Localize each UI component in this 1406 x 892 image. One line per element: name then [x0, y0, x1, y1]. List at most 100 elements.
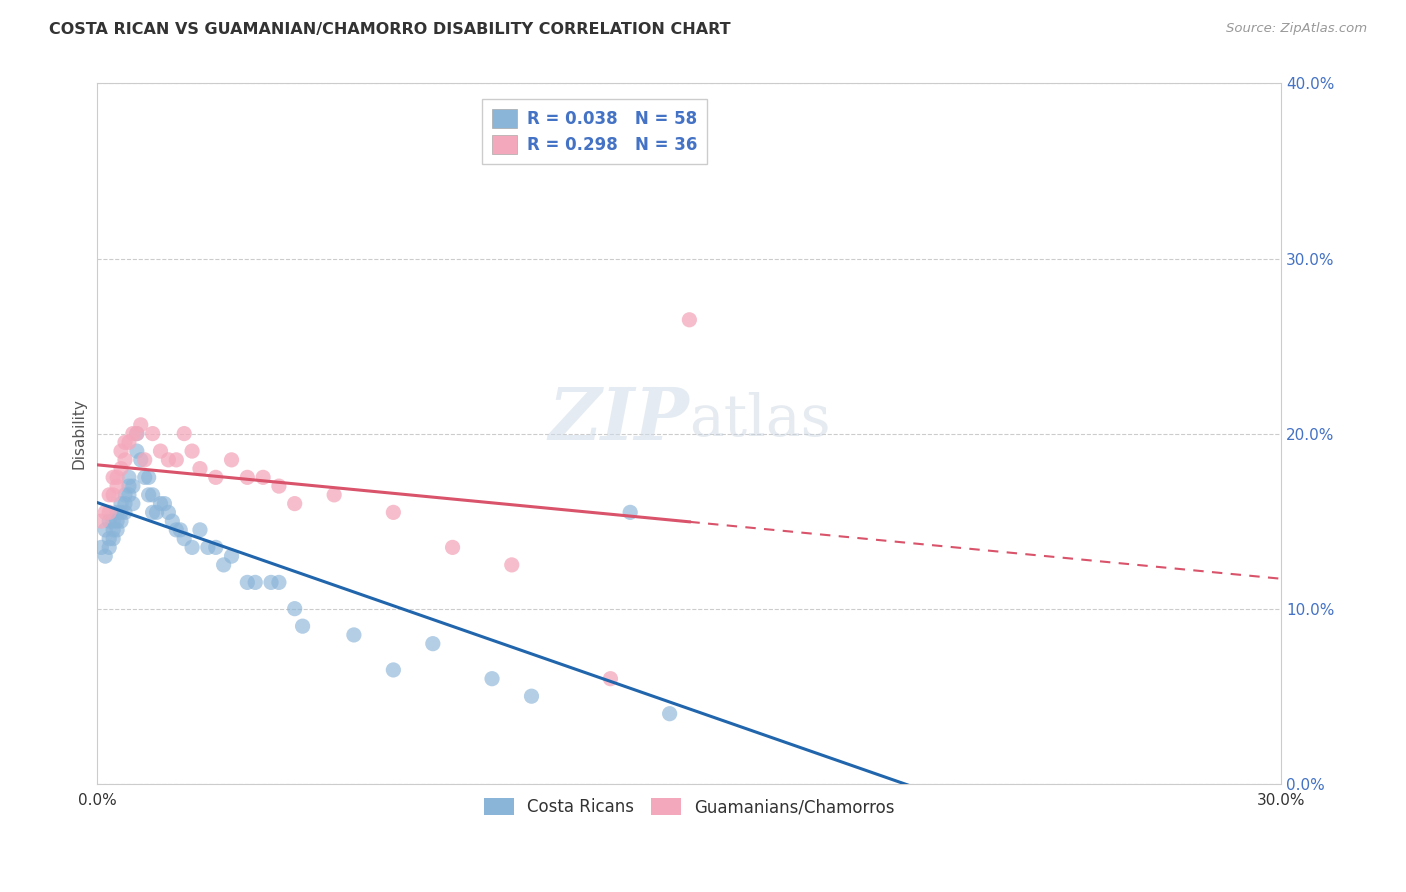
- Legend: Costa Ricans, Guamanians/Chamorros: Costa Ricans, Guamanians/Chamorros: [475, 789, 903, 824]
- Point: [118, 488, 141, 502]
- Point: [105, 514, 128, 528]
- Point: [441, 541, 464, 555]
- Point: [221, 549, 243, 563]
- Point: [173, 426, 195, 441]
- Point: [157, 505, 180, 519]
- Point: [105, 470, 128, 484]
- Point: [94, 523, 117, 537]
- Point: [284, 601, 307, 615]
- Point: [204, 470, 226, 484]
- Point: [501, 558, 523, 572]
- Point: [101, 523, 124, 537]
- Point: [98, 514, 121, 528]
- Point: [105, 523, 128, 537]
- Point: [267, 479, 290, 493]
- Point: [110, 444, 132, 458]
- Point: [125, 426, 148, 441]
- Point: [619, 505, 641, 519]
- Point: [142, 505, 165, 519]
- Point: [94, 505, 117, 519]
- Text: atlas: atlas: [689, 392, 831, 448]
- Point: [149, 444, 172, 458]
- Point: [114, 435, 136, 450]
- Point: [122, 479, 145, 493]
- Point: [236, 575, 259, 590]
- Point: [94, 549, 117, 563]
- Point: [129, 417, 152, 432]
- Point: [343, 628, 366, 642]
- Point: [101, 470, 124, 484]
- Y-axis label: Disability: Disability: [72, 398, 86, 469]
- Point: [197, 541, 219, 555]
- Point: [98, 505, 121, 519]
- Point: [138, 470, 160, 484]
- Point: [118, 435, 141, 450]
- Point: [204, 541, 226, 555]
- Point: [114, 505, 136, 519]
- Point: [658, 706, 681, 721]
- Point: [90, 514, 112, 528]
- Point: [291, 619, 314, 633]
- Point: [149, 497, 172, 511]
- Point: [110, 514, 132, 528]
- Point: [114, 488, 136, 502]
- Point: [98, 541, 121, 555]
- Point: [181, 541, 204, 555]
- Point: [142, 488, 165, 502]
- Point: [105, 479, 128, 493]
- Point: [101, 488, 124, 502]
- Point: [145, 505, 167, 519]
- Point: [122, 426, 145, 441]
- Point: [125, 426, 148, 441]
- Point: [142, 426, 165, 441]
- Point: [90, 541, 112, 555]
- Point: [323, 488, 346, 502]
- Point: [162, 514, 184, 528]
- Point: [481, 672, 503, 686]
- Point: [110, 461, 132, 475]
- Point: [221, 453, 243, 467]
- Point: [165, 453, 187, 467]
- Point: [188, 523, 211, 537]
- Point: [110, 497, 132, 511]
- Point: [138, 488, 160, 502]
- Point: [122, 497, 145, 511]
- Point: [173, 532, 195, 546]
- Point: [267, 575, 290, 590]
- Point: [245, 575, 267, 590]
- Point: [165, 523, 187, 537]
- Point: [125, 444, 148, 458]
- Point: [236, 470, 259, 484]
- Point: [98, 532, 121, 546]
- Point: [212, 558, 235, 572]
- Point: [382, 663, 405, 677]
- Point: [422, 637, 444, 651]
- Point: [118, 479, 141, 493]
- Point: [134, 453, 156, 467]
- Point: [284, 497, 307, 511]
- Point: [181, 444, 204, 458]
- Point: [260, 575, 283, 590]
- Point: [169, 523, 191, 537]
- Point: [118, 470, 141, 484]
- Point: [114, 497, 136, 511]
- Point: [114, 453, 136, 467]
- Text: ZIP: ZIP: [548, 384, 689, 455]
- Text: COSTA RICAN VS GUAMANIAN/CHAMORRO DISABILITY CORRELATION CHART: COSTA RICAN VS GUAMANIAN/CHAMORRO DISABI…: [49, 22, 731, 37]
- Point: [129, 453, 152, 467]
- Point: [188, 461, 211, 475]
- Point: [101, 532, 124, 546]
- Point: [134, 470, 156, 484]
- Point: [153, 497, 176, 511]
- Point: [98, 488, 121, 502]
- Point: [101, 514, 124, 528]
- Point: [678, 313, 700, 327]
- Point: [157, 453, 180, 467]
- Point: [110, 505, 132, 519]
- Point: [520, 689, 543, 703]
- Text: Source: ZipAtlas.com: Source: ZipAtlas.com: [1226, 22, 1367, 36]
- Point: [252, 470, 274, 484]
- Point: [105, 505, 128, 519]
- Point: [599, 672, 621, 686]
- Point: [382, 505, 405, 519]
